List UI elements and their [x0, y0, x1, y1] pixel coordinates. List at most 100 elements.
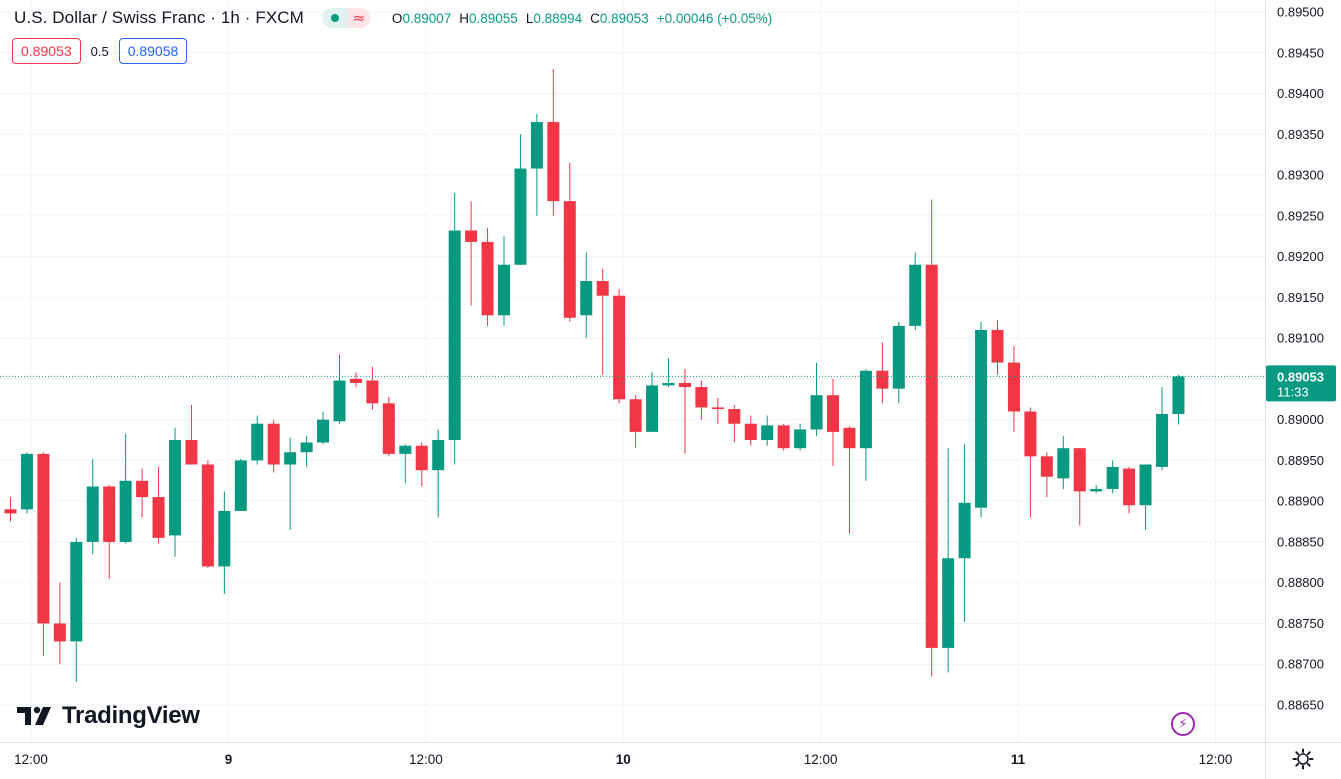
y-tick-label: 0.89400	[1277, 86, 1324, 101]
buy-button[interactable]: 0.89058	[118, 38, 188, 64]
open-value: 0.89007	[402, 10, 452, 26]
candle-body	[547, 122, 560, 202]
candle	[53, 582, 66, 665]
candle-body	[1106, 466, 1119, 489]
symbol-title[interactable]: U.S. Dollar / Swiss Franc · 1h · FXCM	[14, 8, 304, 27]
candle	[629, 395, 642, 449]
candle-body	[777, 425, 790, 449]
candle	[794, 423, 807, 451]
x-tick-label: 11	[1011, 752, 1026, 767]
candle-body	[1057, 448, 1070, 479]
candle	[1073, 448, 1086, 526]
close-label: C	[590, 10, 600, 26]
candle	[251, 415, 264, 465]
candle	[744, 415, 757, 446]
x-tick-label: 10	[616, 752, 631, 767]
candle	[382, 396, 395, 457]
y-tick-label: 0.88900	[1277, 494, 1324, 509]
candle-body	[991, 329, 1004, 363]
candle	[1156, 387, 1168, 471]
chart-grid	[0, 0, 1265, 742]
candle	[827, 378, 839, 467]
candle	[152, 466, 165, 544]
candle-body	[1090, 488, 1103, 492]
candle	[300, 435, 313, 467]
candle	[37, 452, 50, 657]
x-tick-label: 12:00	[409, 752, 443, 767]
last-price-label: 0.89053	[1277, 369, 1324, 384]
candle	[695, 380, 708, 420]
gear-icon[interactable]	[1292, 748, 1314, 770]
close-value: 0.89053	[599, 10, 649, 26]
candle	[975, 321, 988, 518]
candle-body	[1123, 468, 1136, 506]
candle	[662, 358, 675, 388]
candle-body	[284, 452, 297, 465]
low-label: L	[525, 10, 534, 26]
y-tick-label: 0.89150	[1277, 290, 1324, 305]
candle	[366, 366, 379, 410]
candle	[498, 236, 510, 326]
candle-body	[662, 382, 675, 386]
ohlc-values: O 0.89007 H 0.89055 L 0.88994 C 0.89053 +0.0…	[392, 11, 772, 26]
y-tick-label: 0.88850	[1277, 534, 1324, 549]
candle-body	[596, 281, 609, 296]
candle	[465, 201, 478, 306]
candle-body	[925, 264, 938, 648]
y-tick-label: 0.89250	[1277, 208, 1324, 223]
y-tick-label: 0.89450	[1277, 45, 1324, 60]
candlestick-series	[4, 69, 1185, 683]
candle	[991, 320, 1004, 375]
candle	[4, 497, 17, 522]
high-value: 0.89055	[469, 10, 518, 26]
lightning-icon[interactable]: ⚡	[1171, 712, 1195, 736]
candle	[119, 433, 132, 544]
candle	[728, 404, 741, 443]
candle	[1139, 464, 1152, 530]
status-pill[interactable]: ≈	[321, 8, 370, 28]
candle	[892, 321, 905, 404]
candle	[481, 228, 494, 326]
candle	[1007, 346, 1020, 432]
y-tick-label: 0.88750	[1277, 616, 1324, 631]
candle	[317, 411, 330, 445]
sell-button[interactable]: 0.89053	[12, 38, 81, 64]
candle	[810, 362, 823, 436]
candle	[843, 426, 856, 534]
candle-body	[218, 510, 231, 567]
candle	[1057, 435, 1070, 489]
y-tick-label: 0.89000	[1277, 412, 1324, 427]
candle	[909, 252, 922, 330]
candle-body	[678, 382, 691, 388]
candle-body	[942, 558, 955, 648]
y-tick-label: 0.88650	[1277, 698, 1324, 713]
candle-body	[1007, 362, 1020, 412]
candle	[234, 458, 247, 511]
candle-body	[1024, 411, 1037, 457]
buy-sell-panel: 0.89053 0.5 0.89058	[12, 38, 188, 64]
candle-body	[1073, 448, 1086, 492]
candle-body	[810, 395, 823, 430]
candle-body	[1172, 376, 1185, 414]
countdown-label: 11:33	[1277, 384, 1309, 399]
candle-body	[86, 486, 99, 542]
candle	[958, 444, 971, 622]
candle	[1123, 466, 1136, 514]
candle	[613, 289, 626, 404]
candle-body	[481, 241, 494, 316]
candle	[20, 452, 33, 514]
candle	[70, 537, 83, 683]
candle-body	[514, 168, 527, 265]
candle-body	[744, 423, 757, 441]
candle-body	[1040, 456, 1053, 477]
candle-body	[136, 480, 149, 498]
spread-value: 0.5	[90, 43, 109, 59]
candle-body	[827, 395, 839, 432]
candle-body	[728, 409, 741, 424]
tradingview-logo[interactable]: TradingView	[16, 702, 200, 730]
candle	[1040, 452, 1053, 498]
candle-body	[53, 623, 66, 642]
candle	[580, 252, 593, 339]
